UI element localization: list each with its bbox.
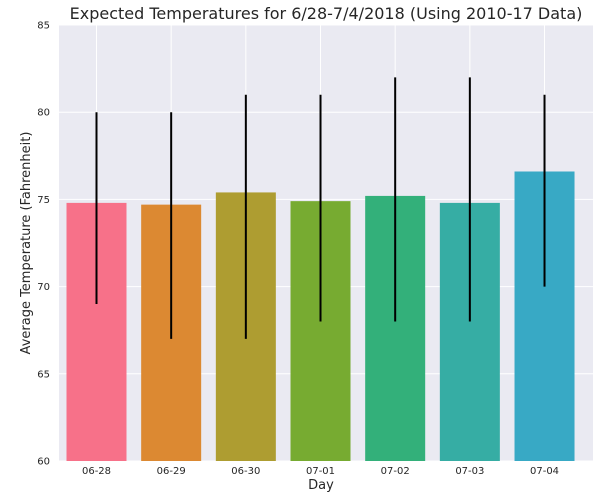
- chart-title: Expected Temperatures for 6/28-7/4/2018 …: [70, 4, 583, 23]
- x-axis-ticks: 06-28 06-29 06-30 07-01 07-02 07-03 07-04: [82, 466, 559, 477]
- y-tick-label: 65: [37, 369, 50, 380]
- y-axis-label: Average Temperature (Fahrenheit): [19, 132, 34, 355]
- y-tick-label: 80: [37, 108, 50, 119]
- x-tick-label: 07-04: [530, 466, 559, 477]
- x-tick-label: 06-28: [82, 466, 111, 477]
- y-axis-ticks: 60 65 70 75 80 85: [37, 21, 50, 468]
- x-tick-label: 06-30: [231, 466, 260, 477]
- x-tick-label: 06-29: [157, 466, 186, 477]
- x-axis-label: Day: [308, 478, 334, 493]
- x-tick-label: 07-02: [381, 466, 410, 477]
- y-tick-label: 60: [37, 457, 50, 468]
- x-tick-label: 07-03: [455, 466, 484, 477]
- y-tick-label: 75: [37, 195, 50, 206]
- x-tick-label: 07-01: [306, 466, 335, 477]
- y-tick-label: 85: [37, 21, 50, 32]
- y-tick-label: 70: [37, 282, 50, 293]
- error-bars: [95, 77, 546, 339]
